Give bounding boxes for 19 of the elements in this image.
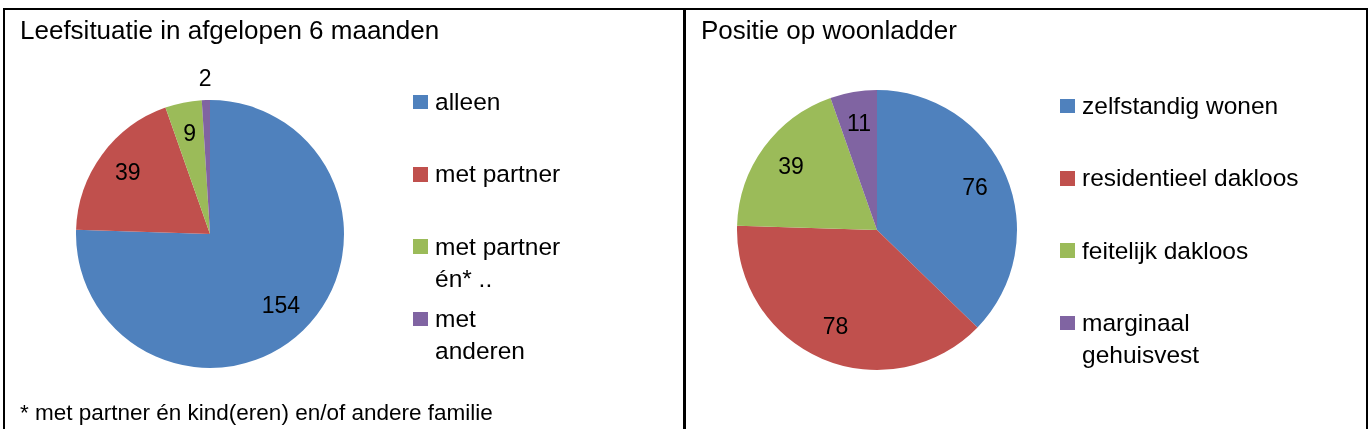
legend-label: met partner én* .. [435,231,562,294]
legend-label: residentieel dakloos [1082,163,1299,194]
legend-label: met anderen [435,303,526,366]
legend-label: zelfstandig wonen [1082,91,1279,121]
data-label: 39 [115,159,141,186]
legend-label: feitelijk dakloos [1082,235,1249,266]
data-label: 2 [198,65,212,92]
data-label: 9 [183,119,197,146]
data-label: 78 [822,313,849,340]
data-label: 76 [962,173,988,200]
data-label: 39 [778,152,804,179]
legend-label: alleen [435,87,501,117]
legend-label: marginaal gehuisvest [1082,307,1201,370]
legend-label: met partner [435,159,561,190]
text: * met partner én kind(eren) en/of andere familie [20,400,493,426]
data-label: 154 [261,292,301,319]
data-label: 11 [847,110,872,137]
chart-title: Leefsituatie in afgelopen 6 maanden [20,14,440,45]
chart-title: Positie op woonladder [701,14,957,45]
